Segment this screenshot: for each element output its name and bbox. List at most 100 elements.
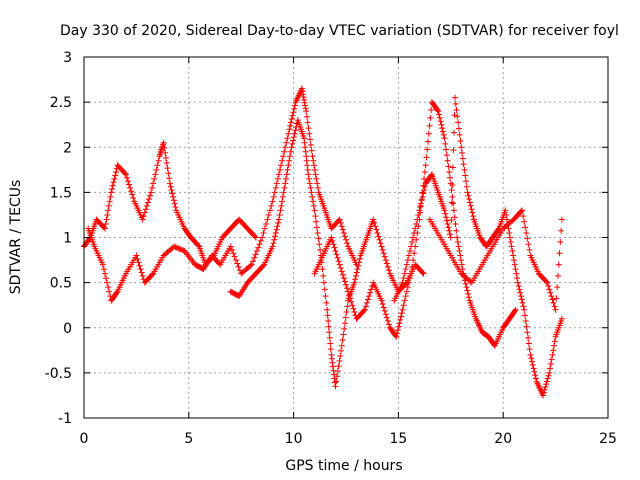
data-point [338, 342, 345, 349]
data-point [450, 207, 457, 214]
data-point [436, 114, 443, 121]
data-point [141, 209, 148, 216]
data-point [411, 229, 418, 236]
data-point [110, 179, 117, 186]
data-point [288, 144, 295, 151]
data-point [524, 329, 531, 336]
data-point [343, 308, 350, 315]
data-point [336, 358, 343, 365]
data-point [337, 264, 344, 271]
satellite-track-5 [391, 94, 565, 399]
data-point [271, 236, 278, 243]
data-point [507, 239, 514, 246]
data-point [317, 246, 324, 253]
data-point [521, 306, 528, 313]
data-point [556, 250, 563, 257]
data-point [275, 171, 282, 178]
data-point [464, 189, 471, 196]
data-point [376, 236, 383, 243]
data-point [301, 139, 308, 146]
data-point [502, 207, 509, 214]
data-point [327, 340, 334, 347]
data-point [281, 148, 288, 155]
data-points [81, 85, 565, 399]
data-point [309, 198, 316, 205]
data-point [374, 229, 381, 236]
data-point [279, 157, 286, 164]
data-point [105, 202, 112, 209]
data-point [550, 299, 557, 306]
data-point [421, 169, 428, 176]
data-point [284, 166, 291, 173]
data-point [384, 317, 391, 324]
data-point [253, 248, 260, 255]
data-point [139, 272, 146, 279]
data-point [343, 281, 349, 288]
data-point [421, 183, 428, 190]
data-point [165, 170, 172, 177]
data-point [251, 233, 258, 240]
data-point [140, 213, 147, 220]
data-point [528, 355, 535, 362]
y-tick-label: -0.5 [45, 366, 72, 382]
data-point [341, 278, 348, 285]
data-point [462, 178, 469, 185]
data-point [425, 138, 432, 145]
data-point [343, 236, 349, 243]
satellite-track-3 [227, 117, 427, 390]
data-point [551, 303, 558, 310]
data-point [340, 229, 347, 236]
data-point [164, 165, 171, 172]
data-point [426, 122, 433, 129]
data-point [525, 334, 532, 341]
data-point [175, 245, 182, 252]
data-point [284, 135, 291, 142]
data-point [543, 378, 550, 385]
data-point [452, 100, 459, 107]
data-point [449, 193, 456, 200]
data-point [511, 261, 518, 268]
data-point [448, 217, 455, 224]
data-point [447, 234, 454, 241]
data-point [454, 239, 461, 246]
data-point [152, 171, 159, 178]
data-point [446, 169, 453, 176]
data-point [540, 392, 547, 399]
data-point [465, 290, 472, 297]
data-point [453, 107, 460, 114]
data-point [341, 325, 348, 332]
data-point [329, 237, 336, 244]
data-point [113, 289, 120, 296]
data-point [150, 180, 157, 187]
data-point [304, 162, 311, 169]
data-point [422, 162, 429, 169]
data-point [439, 125, 446, 132]
data-point [373, 226, 380, 233]
data-point [532, 375, 539, 382]
data-point [400, 275, 407, 282]
x-axis-title: GPS time / hours [285, 458, 402, 474]
data-point [109, 182, 116, 189]
data-point [455, 119, 462, 126]
data-point [325, 317, 332, 324]
data-point [338, 268, 345, 275]
data-point [344, 285, 351, 292]
data-point [395, 323, 402, 330]
data-point [232, 257, 239, 264]
data-point [279, 198, 286, 205]
data-point [323, 299, 330, 306]
data-point [545, 283, 552, 290]
x-tick-label: 0 [80, 431, 89, 447]
data-point [316, 241, 323, 248]
data-point [333, 251, 340, 258]
data-point [425, 130, 432, 137]
data-point [363, 299, 370, 306]
data-point [423, 154, 430, 161]
data-point [427, 114, 434, 121]
data-point [134, 255, 141, 262]
data-point [313, 175, 320, 182]
data-point [549, 351, 556, 358]
data-point [443, 146, 450, 153]
data-point [338, 347, 345, 354]
data-point [300, 91, 307, 98]
